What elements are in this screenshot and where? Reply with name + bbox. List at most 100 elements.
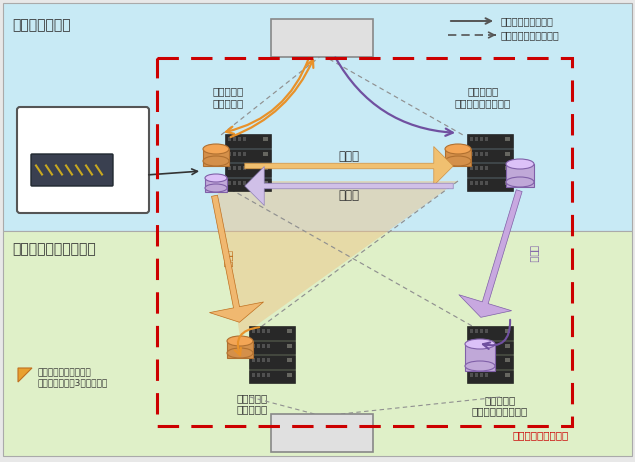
Bar bbox=[287, 358, 292, 362]
Bar bbox=[485, 152, 488, 156]
FancyBboxPatch shape bbox=[31, 154, 113, 186]
FancyBboxPatch shape bbox=[467, 148, 513, 162]
Text: ストレージ
（バックアップ機）: ストレージ （バックアップ機） bbox=[455, 86, 511, 108]
Bar bbox=[505, 344, 510, 347]
Bar bbox=[227, 341, 253, 358]
Text: リンク: リンク bbox=[529, 245, 539, 263]
Bar bbox=[485, 372, 488, 377]
Bar bbox=[505, 358, 510, 362]
Bar bbox=[480, 358, 483, 362]
Text: ストレージ関連範囲: ストレージ関連範囲 bbox=[512, 430, 569, 440]
Bar bbox=[470, 344, 473, 347]
Ellipse shape bbox=[445, 156, 471, 166]
Bar bbox=[475, 181, 478, 184]
FancyBboxPatch shape bbox=[467, 134, 513, 147]
FancyBboxPatch shape bbox=[225, 163, 271, 176]
Bar bbox=[157, 58, 572, 426]
FancyBboxPatch shape bbox=[467, 326, 513, 340]
Bar bbox=[263, 137, 268, 141]
Bar bbox=[233, 137, 236, 141]
FancyBboxPatch shape bbox=[271, 19, 373, 57]
Bar bbox=[252, 344, 255, 347]
Bar bbox=[475, 358, 478, 362]
Bar bbox=[505, 329, 510, 333]
FancyBboxPatch shape bbox=[249, 370, 295, 383]
Bar bbox=[506, 164, 534, 187]
Bar bbox=[205, 178, 227, 192]
Bar bbox=[475, 166, 478, 170]
Bar bbox=[287, 329, 292, 333]
Bar bbox=[480, 166, 483, 170]
Bar bbox=[470, 358, 473, 362]
Bar bbox=[267, 372, 270, 377]
Ellipse shape bbox=[227, 348, 253, 358]
FancyBboxPatch shape bbox=[225, 177, 271, 191]
Ellipse shape bbox=[227, 336, 253, 346]
Bar bbox=[470, 166, 473, 170]
Bar bbox=[470, 372, 473, 377]
Bar bbox=[228, 166, 231, 170]
FancyBboxPatch shape bbox=[467, 370, 513, 383]
Bar bbox=[267, 329, 270, 333]
Bar bbox=[445, 149, 471, 166]
Text: 基帹系システム: 基帹系システム bbox=[298, 31, 347, 44]
Text: バックアップセンター: バックアップセンター bbox=[12, 242, 96, 256]
Bar bbox=[228, 152, 231, 156]
Bar bbox=[263, 152, 268, 156]
Bar bbox=[505, 137, 510, 141]
Text: コピー: コピー bbox=[338, 150, 359, 163]
FancyBboxPatch shape bbox=[467, 340, 513, 354]
Bar bbox=[485, 358, 488, 362]
Bar bbox=[238, 152, 241, 156]
Bar bbox=[257, 329, 260, 333]
FancyBboxPatch shape bbox=[467, 163, 513, 176]
Text: フラッシュ媒体: フラッシュ媒体 bbox=[61, 194, 105, 204]
Bar bbox=[470, 152, 473, 156]
Bar bbox=[238, 181, 241, 184]
Bar bbox=[233, 181, 236, 184]
Ellipse shape bbox=[205, 174, 227, 182]
Text: オールフラッシュ
ストレージ: オールフラッシュ ストレージ bbox=[57, 124, 109, 146]
Text: 通常のデータの流れ: 通常のデータの流れ bbox=[501, 16, 554, 26]
Bar bbox=[238, 166, 241, 170]
Polygon shape bbox=[216, 181, 458, 337]
Bar bbox=[465, 344, 495, 371]
Ellipse shape bbox=[465, 361, 495, 371]
Bar bbox=[243, 166, 246, 170]
Ellipse shape bbox=[445, 144, 471, 154]
Bar bbox=[252, 372, 255, 377]
Bar bbox=[267, 344, 270, 347]
FancyBboxPatch shape bbox=[225, 134, 271, 147]
Bar bbox=[228, 137, 231, 141]
Bar bbox=[263, 181, 268, 184]
Bar bbox=[480, 372, 483, 377]
Bar bbox=[203, 149, 229, 166]
Bar bbox=[480, 181, 483, 184]
Ellipse shape bbox=[506, 177, 534, 187]
FancyBboxPatch shape bbox=[249, 326, 295, 340]
Bar bbox=[470, 181, 473, 184]
Text: ストレージ
（本番機）: ストレージ （本番機） bbox=[236, 393, 267, 414]
FancyBboxPatch shape bbox=[249, 355, 295, 369]
FancyBboxPatch shape bbox=[225, 148, 271, 162]
Text: ストレージ
（本番機）: ストレージ （本番機） bbox=[212, 86, 244, 108]
Bar bbox=[287, 344, 292, 347]
Bar bbox=[475, 329, 478, 333]
Ellipse shape bbox=[465, 339, 495, 349]
Bar bbox=[257, 344, 260, 347]
Bar bbox=[243, 152, 246, 156]
Bar bbox=[243, 137, 246, 141]
Ellipse shape bbox=[203, 144, 229, 154]
Bar bbox=[470, 329, 473, 333]
Bar bbox=[228, 181, 231, 184]
Polygon shape bbox=[18, 368, 32, 382]
Text: 障害時のデータの流れ: 障害時のデータの流れ bbox=[501, 30, 559, 40]
Bar bbox=[262, 372, 265, 377]
Bar bbox=[485, 329, 488, 333]
Bar bbox=[470, 137, 473, 141]
Bar bbox=[505, 372, 510, 377]
Bar bbox=[262, 344, 265, 347]
Ellipse shape bbox=[205, 184, 227, 192]
Bar bbox=[252, 358, 255, 362]
Bar bbox=[485, 181, 488, 184]
